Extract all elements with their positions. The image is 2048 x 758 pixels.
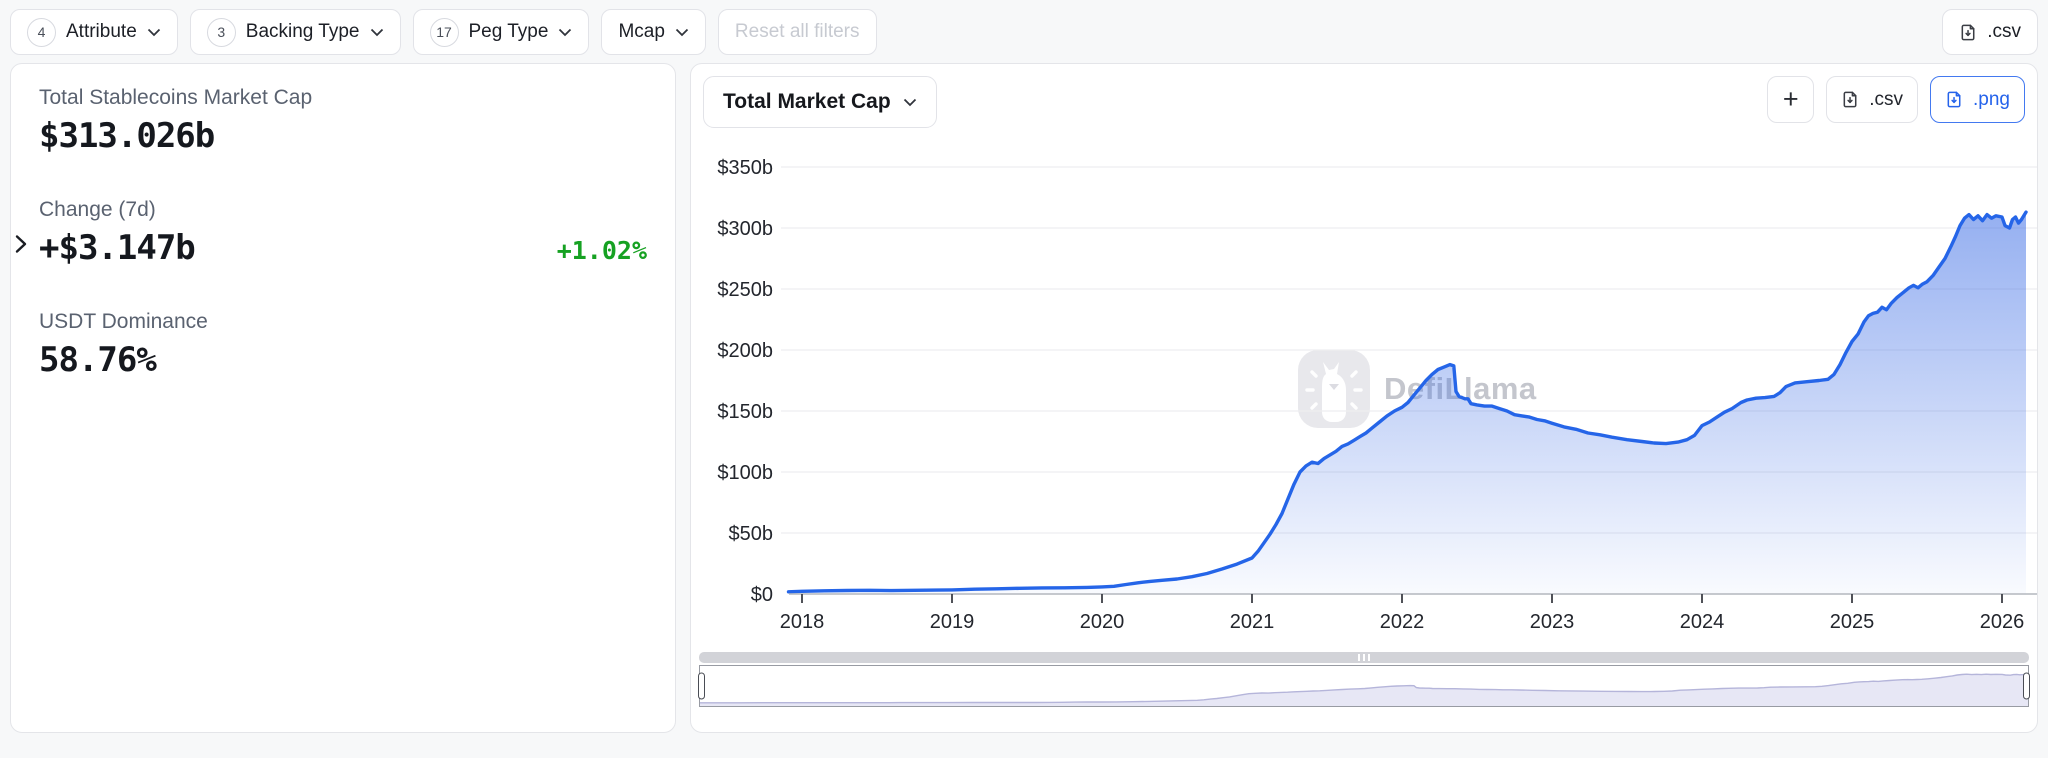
svg-text:2022: 2022 (1380, 611, 1425, 633)
stat-total-market-cap-label: Total Stablecoins Market Cap (39, 86, 313, 109)
svg-text:2021: 2021 (1230, 611, 1275, 633)
filter-peg-type-count-badge: 17 (429, 17, 459, 47)
download-file-icon (1843, 91, 1857, 108)
timeline-brush (698, 652, 2030, 710)
svg-text:$250b: $250b (717, 279, 773, 301)
download-file-icon (1961, 24, 1975, 40)
filter-mcap-label: Mcap (618, 21, 665, 42)
filter-attribute-count-badge: 4 (27, 17, 56, 47)
download-csv-label: .csv (1987, 21, 2021, 42)
svg-text:2024: 2024 (1680, 611, 1725, 633)
brush-minimap[interactable] (698, 665, 2030, 707)
chevron-right-icon[interactable] (14, 234, 28, 259)
download-csv-button-top[interactable]: .csv (1942, 9, 2038, 55)
stat-change-7d-value: +$3.147b (39, 228, 196, 268)
filter-peg-type[interactable]: 17 Peg Type (412, 9, 590, 55)
filter-backing-type-count-badge: 3 (206, 17, 236, 47)
svg-text:$350b: $350b (717, 157, 773, 179)
stat-total-market-cap-value: $313.026b (39, 116, 215, 156)
add-chart-button[interactable]: + (1767, 76, 1815, 123)
svg-text:$0: $0 (751, 584, 773, 606)
market-cap-area-chart[interactable]: $0 $50b $100b $150b $200b $250b $300b $350b 2018… (701, 146, 2038, 644)
download-csv-label: .csv (1869, 88, 1904, 110)
stat-usdt-dominance: USDT Dominance 58.76% (39, 310, 647, 380)
download-png-button[interactable]: .png (1930, 76, 2025, 123)
filter-backing-type[interactable]: 3 Backing Type (189, 9, 401, 55)
stat-usdt-dominance-label: USDT Dominance (39, 310, 208, 333)
chevron-down-icon (147, 28, 160, 36)
stat-change-7d: Change (7d) +$3.147b +1.02% (15, 198, 647, 268)
brush-mini-chart (700, 673, 2029, 706)
filter-attribute-label: Attribute (66, 21, 137, 42)
filter-bar: 4 Attribute 3 Backing Type 17 Peg Type M… (0, 0, 2048, 63)
brush-handle-right[interactable] (2023, 672, 2030, 700)
svg-text:$300b: $300b (717, 218, 773, 240)
content-area: Total Stablecoins Market Cap $313.026b C… (0, 63, 2048, 733)
stat-change-7d-label: Change (7d) (39, 198, 156, 221)
stat-total-market-cap: Total Stablecoins Market Cap $313.026b (39, 86, 647, 156)
filter-backing-type-label: Backing Type (245, 21, 360, 42)
filter-mcap[interactable]: Mcap (601, 9, 706, 55)
svg-text:2018: 2018 (780, 611, 825, 633)
stats-panel: Total Stablecoins Market Cap $313.026b C… (10, 63, 676, 733)
reset-all-filters-button[interactable]: Reset all filters (717, 9, 877, 55)
download-file-icon (1947, 91, 1961, 108)
download-csv-button-chart[interactable]: .csv (1826, 76, 1919, 123)
chevron-down-icon (675, 28, 689, 36)
svg-text:$100b: $100b (717, 462, 773, 484)
chart-metric-dropdown-label: Total Market Cap (723, 90, 891, 113)
chevron-down-icon (559, 28, 572, 36)
brush-grip-icon (1363, 654, 1365, 661)
svg-text:2020: 2020 (1080, 611, 1125, 633)
chart-panel: Total Market Cap + .csv .png (690, 63, 2038, 733)
svg-text:$150b: $150b (717, 401, 773, 423)
svg-text:2023: 2023 (1530, 611, 1575, 633)
svg-text:$200b: $200b (717, 340, 773, 362)
stat-usdt-dominance-value: 58.76% (39, 340, 157, 380)
download-png-label: .png (1973, 88, 2010, 110)
svg-text:2019: 2019 (930, 611, 975, 633)
svg-text:2026: 2026 (1980, 611, 2025, 633)
svg-text:$50b: $50b (729, 523, 774, 545)
chevron-down-icon (370, 28, 383, 36)
brush-handle-left[interactable] (698, 672, 705, 700)
stat-change-7d-percent: +1.02% (556, 236, 647, 265)
chart-metric-dropdown[interactable]: Total Market Cap (703, 76, 937, 128)
chevron-down-icon (903, 98, 916, 106)
brush-drag-bar[interactable] (699, 652, 2029, 663)
filter-attribute[interactable]: 4 Attribute (10, 9, 178, 55)
defillama-llama-icon (1298, 350, 1370, 428)
svg-text:2025: 2025 (1830, 611, 1875, 633)
filter-peg-type-label: Peg Type (468, 21, 549, 42)
